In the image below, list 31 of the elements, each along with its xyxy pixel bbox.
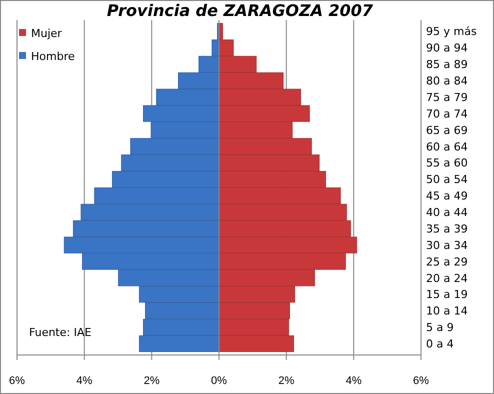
y-tick-label: 50 a 54 bbox=[426, 173, 468, 186]
y-tick-label: 0 a 4 bbox=[426, 338, 454, 351]
y-tick-label: 20 a 24 bbox=[426, 272, 468, 285]
legend-label: Hombre bbox=[31, 50, 75, 63]
x-tick-label: 2% bbox=[278, 374, 294, 387]
y-tick-label: 80 a 84 bbox=[426, 74, 468, 88]
y-tick-label: 10 a 14 bbox=[426, 304, 468, 318]
y-tick-label: 25 a 29 bbox=[426, 255, 468, 268]
y-tick-label: 35 a 39 bbox=[426, 222, 468, 236]
y-tick-label: 95 y más bbox=[426, 25, 477, 38]
y-tick-label: 40 a 44 bbox=[426, 206, 468, 220]
x-tick-label: 6% bbox=[413, 374, 430, 387]
y-tick-label: 75 a 79 bbox=[426, 90, 468, 104]
legend-label: Mujer bbox=[31, 26, 62, 40]
y-tick-label: 90 a 94 bbox=[426, 42, 468, 55]
y-tick-label: 5 a 9 bbox=[426, 321, 454, 334]
y-tick-label: 60 a 64 bbox=[426, 140, 468, 154]
x-tick-label: 0% bbox=[211, 374, 228, 387]
chart-title: Provincia de ZARAGOZA 2007 bbox=[106, 1, 374, 20]
x-tick-label: 4% bbox=[76, 374, 92, 387]
x-tick-label: 2% bbox=[144, 374, 160, 387]
y-tick-label: 30 a 34 bbox=[426, 238, 468, 252]
y-tick-label: 55 a 60 bbox=[426, 156, 468, 170]
y-tick-label: 65 a 69 bbox=[426, 124, 468, 137]
x-tick-label: 6% bbox=[9, 374, 26, 387]
y-tick-label: 85 a 89 bbox=[426, 58, 468, 72]
y-tick-label: 45 a 49 bbox=[426, 190, 468, 203]
y-tick-label: 70 a 74 bbox=[426, 107, 468, 120]
annotation: Fuente: IAE bbox=[29, 326, 92, 339]
y-tick-label: 15 a 19 bbox=[426, 288, 468, 302]
x-tick-label: 4% bbox=[346, 374, 362, 387]
